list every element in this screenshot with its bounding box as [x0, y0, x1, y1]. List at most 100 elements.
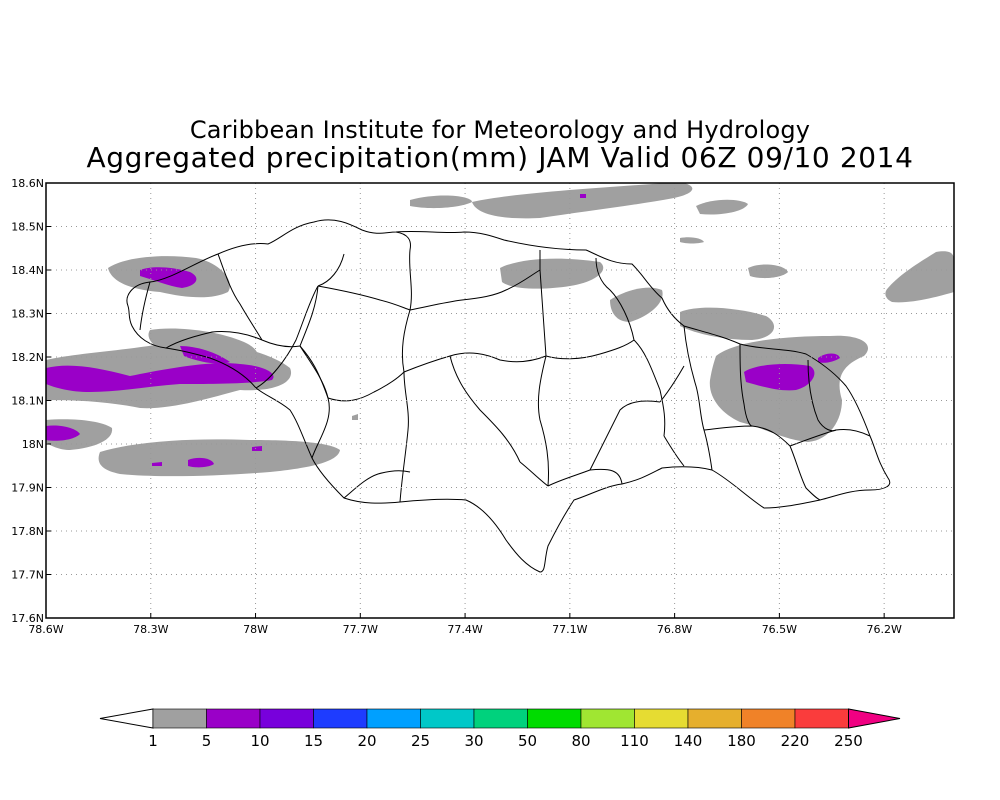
- colorbar: 1 5 10 15 20 25 30 50 80 110 140 180 220 250: [99, 708, 901, 750]
- colorbar-swatch: [634, 708, 689, 729]
- colorbar-over-triangle: [848, 708, 901, 729]
- parish-boundary: [299, 345, 329, 399]
- parish-boundary: [327, 371, 405, 402]
- parish-boundary: [519, 461, 549, 487]
- precip-core-northwest: [140, 267, 197, 288]
- precip-core-south-dot: [152, 462, 162, 466]
- precip-core-south-dot2: [252, 446, 262, 451]
- precip-core-south-small: [188, 457, 214, 468]
- colorbar-swatch: [741, 708, 796, 729]
- parish-boundary: [663, 435, 685, 467]
- colorbar-label: 140: [674, 732, 703, 750]
- x-tick-label: 76.5W: [762, 623, 797, 636]
- y-tick-label: 18.2N: [11, 351, 44, 364]
- colorbar-swatch: [687, 708, 742, 729]
- colorbar-label: 250: [834, 732, 863, 750]
- colorbar-label: 30: [464, 732, 483, 750]
- colorbar-swatch: [366, 708, 421, 729]
- parish-boundary: [807, 359, 837, 432]
- precip-area-far-east: [885, 251, 954, 303]
- parish-boundary: [343, 470, 411, 499]
- y-tick-label: 18N: [22, 438, 44, 451]
- colorbar-label: 80: [571, 732, 590, 750]
- parish-boundary: [399, 371, 409, 503]
- precip-core-east: [744, 364, 815, 391]
- colorbar-label: 110: [620, 732, 649, 750]
- colorbar-swatch: [473, 708, 528, 729]
- chart-title-line2: Aggregated precipitation(mm) JAM Valid 0…: [86, 141, 914, 174]
- precip-area-north-small: [696, 199, 748, 215]
- precip-core-east-small: [818, 353, 840, 363]
- x-axis: 78.6W 78.3W 78W 77.7W 77.4W 77.1W 76.8W 76.5W 76…: [28, 613, 902, 636]
- parish-boundary: [545, 339, 635, 360]
- chart-title-line1: Caribbean Institute for Meteorology and …: [189, 116, 811, 144]
- precip-core-far-west: [46, 425, 80, 441]
- parish-boundary: [659, 365, 685, 403]
- x-tick-label: 77.7W: [343, 623, 378, 636]
- precip-area-north-sea2: [472, 183, 693, 219]
- parish-boundary: [217, 253, 263, 341]
- y-tick-label: 18.3N: [11, 308, 44, 321]
- parish-boundary: [255, 285, 319, 389]
- x-tick-label: 78.6W: [28, 623, 63, 636]
- y-tick-label: 17.6N: [11, 612, 44, 625]
- jamaica-outline: [126, 219, 891, 573]
- colorbar-swatch: [794, 708, 849, 729]
- precip-purple-areas: [46, 194, 840, 468]
- colorbar-swatch: [420, 708, 475, 729]
- colorbar-label: 50: [518, 732, 537, 750]
- y-tick-label: 17.7N: [11, 569, 44, 582]
- x-tick-label: 76.8W: [657, 623, 692, 636]
- y-tick-label: 18.4N: [11, 264, 44, 277]
- precip-area-north-island: [748, 264, 788, 279]
- x-tick-label: 76.2W: [866, 623, 901, 636]
- colorbar-label: 180: [727, 732, 756, 750]
- parish-boundary: [299, 285, 319, 347]
- y-axis: 18.6N 18.5N 18.4N 18.3N 18.2N 18.1N 18N 17.9N 17…: [11, 177, 51, 625]
- colorbar-swatch: [313, 708, 368, 729]
- precip-area-north-tiny: [680, 237, 704, 244]
- colorbar-label: 5: [202, 732, 212, 750]
- parish-boundary: [537, 355, 549, 487]
- x-tick-label: 78.3W: [133, 623, 168, 636]
- parish-boundary: [589, 400, 661, 471]
- precip-core-north-dot: [580, 194, 586, 198]
- precip-area-northeast: [610, 287, 663, 322]
- colorbar-label: 20: [357, 732, 376, 750]
- precip-core-west2: [180, 346, 230, 364]
- parish-boundary: [395, 231, 412, 373]
- precip-area-north-coast: [500, 258, 604, 289]
- y-tick-label: 18.5N: [11, 221, 44, 234]
- parish-boundary: [449, 355, 521, 463]
- colorbar-label: 10: [250, 732, 269, 750]
- x-tick-label: 78W: [243, 623, 268, 636]
- x-tick-label: 77.4W: [447, 623, 482, 636]
- colorbar-label: 220: [781, 732, 810, 750]
- parish-boundary: [633, 339, 666, 437]
- colorbar-label: 25: [411, 732, 430, 750]
- colorbar-label: 15: [304, 732, 323, 750]
- colorbar-swatch: [580, 708, 635, 729]
- colorbar-swatch: [527, 708, 582, 729]
- coastline: [126, 219, 891, 573]
- parish-boundary: [409, 269, 541, 311]
- parish-boundary: [261, 339, 301, 348]
- colorbar-swatch: [206, 708, 261, 729]
- y-tick-label: 17.9N: [11, 482, 44, 495]
- precipitation-shading: [46, 183, 954, 477]
- precip-core-west: [46, 363, 274, 392]
- colorbar-swatch: [259, 708, 314, 729]
- parish-boundary: [317, 285, 411, 311]
- colorbar-swatch: [152, 708, 207, 729]
- precip-area-southwest-band: [98, 439, 340, 477]
- y-tick-label: 17.8N: [11, 525, 44, 538]
- x-tick-label: 77.1W: [552, 623, 587, 636]
- parish-boundary: [739, 343, 753, 427]
- parish-boundary: [317, 253, 345, 287]
- colorbar-label: 1: [148, 732, 158, 750]
- precip-area-north-sea: [410, 195, 472, 209]
- parish-boundary: [139, 281, 151, 331]
- y-tick-label: 18.6N: [11, 177, 44, 190]
- y-tick-label: 18.1N: [11, 395, 44, 408]
